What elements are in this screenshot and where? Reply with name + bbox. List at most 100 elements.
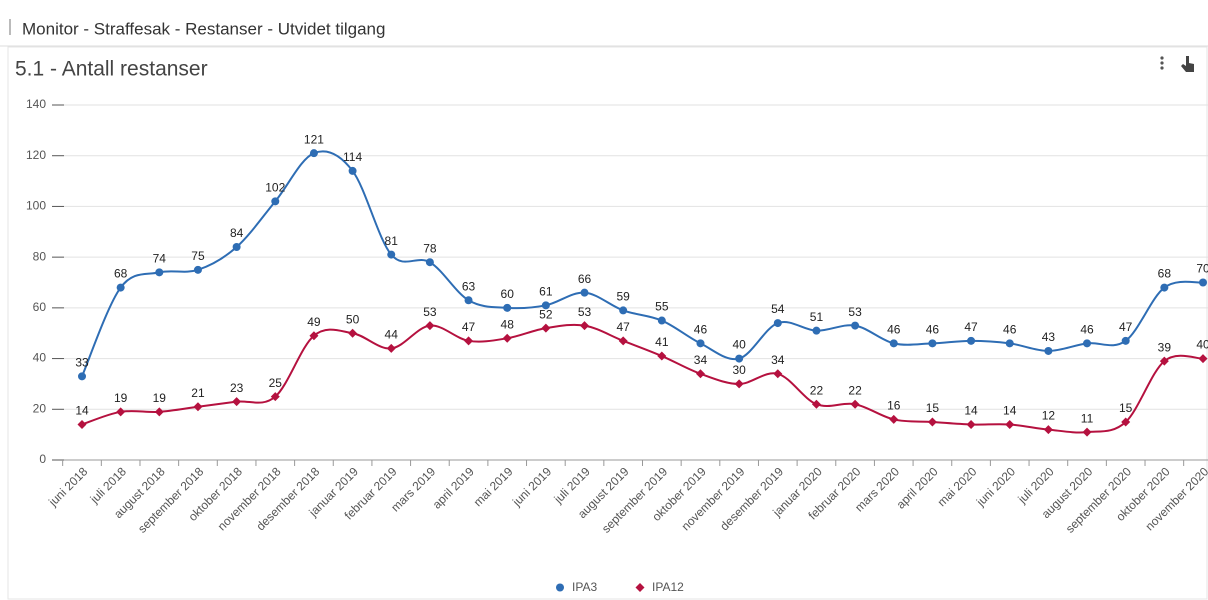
data-label: 34 — [771, 353, 785, 367]
data-label: 53 — [578, 305, 592, 319]
data-label: 74 — [153, 252, 167, 266]
point — [155, 268, 164, 277]
point — [1121, 417, 1131, 427]
y-tick-label: 100 — [26, 199, 46, 213]
point — [928, 339, 937, 348]
data-label: 47 — [616, 320, 630, 334]
data-label: 114 — [343, 150, 362, 164]
point — [1005, 420, 1015, 429]
point — [270, 392, 280, 402]
point — [580, 321, 590, 331]
data-label: 46 — [694, 323, 708, 337]
data-label: 19 — [153, 391, 167, 405]
data-label: 81 — [385, 234, 399, 248]
legend-marker — [635, 583, 645, 592]
data-label: 23 — [230, 381, 244, 395]
y-tick-label: 140 — [26, 97, 46, 111]
data-label: 75 — [191, 249, 205, 263]
data-label: 22 — [848, 383, 862, 397]
point — [232, 243, 241, 251]
data-label: 53 — [848, 305, 862, 319]
data-label: 70 — [1196, 262, 1208, 276]
point — [1121, 336, 1130, 345]
point — [193, 402, 203, 412]
header-marker — [9, 19, 11, 35]
y-tick-label: 20 — [33, 401, 47, 415]
y-tick-label: 40 — [33, 351, 47, 365]
point — [773, 319, 782, 328]
point — [386, 343, 396, 353]
hand-icon[interactable] — [1181, 56, 1194, 72]
chart-title: 5.1 - Antall restanser — [15, 58, 208, 81]
data-label: 22 — [810, 383, 824, 397]
data-label: 41 — [655, 335, 669, 349]
y-tick-label: 60 — [33, 300, 47, 314]
point — [502, 333, 512, 343]
data-label: 14 — [75, 404, 89, 418]
data-label: 44 — [385, 328, 399, 342]
point — [1160, 283, 1169, 292]
point — [580, 288, 589, 297]
data-label: 49 — [307, 315, 321, 329]
data-label: 84 — [230, 226, 244, 240]
data-label: 78 — [423, 241, 437, 255]
data-label: 121 — [304, 132, 324, 146]
point — [348, 328, 358, 338]
point — [657, 316, 666, 325]
point — [503, 303, 512, 312]
point — [464, 296, 473, 305]
point — [1043, 425, 1053, 435]
data-label: 47 — [1119, 320, 1133, 334]
point — [618, 336, 628, 346]
point — [387, 250, 396, 259]
data-label: 68 — [1158, 267, 1172, 281]
data-label: 19 — [114, 391, 128, 405]
data-label: 46 — [887, 323, 901, 337]
point — [309, 331, 319, 341]
point — [1044, 346, 1053, 355]
point — [348, 166, 357, 175]
data-label: 46 — [1003, 323, 1017, 337]
data-label: 40 — [732, 338, 746, 352]
point — [464, 336, 474, 346]
point — [889, 414, 899, 424]
data-label: 46 — [1080, 323, 1094, 337]
data-label: 33 — [75, 355, 89, 369]
point — [232, 397, 242, 407]
point — [1082, 427, 1092, 437]
y-tick-label: 0 — [39, 452, 46, 466]
point — [271, 197, 280, 206]
data-label: 16 — [887, 399, 901, 413]
legend-label: IPA12 — [652, 580, 684, 594]
point — [889, 339, 898, 348]
data-label: 47 — [462, 320, 476, 334]
point — [1199, 278, 1207, 287]
y-tick-label: 80 — [33, 249, 47, 263]
point — [735, 354, 744, 363]
data-label: 43 — [1042, 330, 1056, 344]
data-label: 53 — [423, 305, 437, 319]
point — [541, 323, 551, 333]
point — [154, 407, 164, 417]
point — [966, 420, 976, 429]
point — [619, 306, 628, 315]
point — [850, 399, 860, 409]
data-label: 63 — [462, 279, 476, 293]
point — [851, 321, 860, 330]
point — [425, 258, 434, 267]
point — [541, 301, 550, 310]
data-label: 66 — [578, 272, 592, 286]
menu-icon[interactable] — [1160, 56, 1164, 70]
point — [1198, 354, 1208, 364]
point — [425, 321, 435, 331]
data-label: 15 — [926, 401, 940, 415]
data-label: 59 — [616, 290, 630, 304]
legend-label: IPA3 — [572, 580, 597, 594]
legend-marker — [556, 583, 564, 592]
data-label: 51 — [810, 310, 824, 324]
point — [734, 379, 744, 389]
point — [1159, 356, 1169, 366]
data-label: 68 — [114, 267, 128, 281]
